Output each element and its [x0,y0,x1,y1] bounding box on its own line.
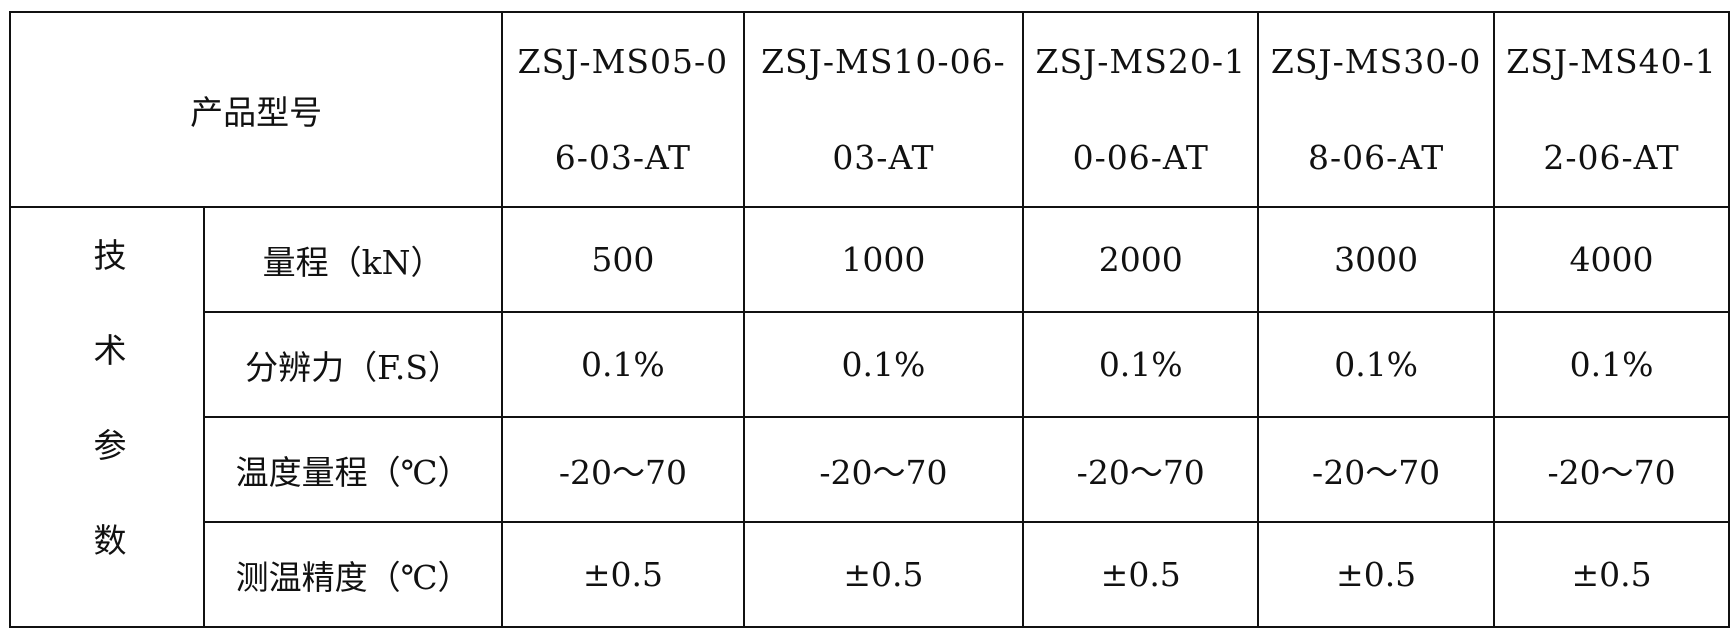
model-line: ZSJ-MS10-06- [761,41,1006,81]
page: 产品型号 ZSJ-MS05-0 6-03-AT ZSJ-MS10-06- 03-AT ZS… [8,11,1730,628]
value-cell: -20～70 [1257,416,1496,523]
spec-table: 产品型号 ZSJ-MS05-0 6-03-AT ZSJ-MS10-06- 03-AT ZS… [8,11,1730,628]
header-row: 产品型号 ZSJ-MS05-0 6-03-AT ZSJ-MS10-06- 03-AT ZS… [8,11,1730,208]
data-row: 测温精度（℃） ±0.5 ±0.5 ±0.5 ±0.5 ±0.5 [10,521,1730,628]
corner-cell: 产品型号 [8,11,504,208]
value-cell: ±0.5 [1022,521,1260,628]
value-cell: ±0.5 [742,521,1025,628]
value-cell: 3000 [1257,206,1496,313]
model-cell: ZSJ-MS40-1 2-06-AT [1493,11,1730,208]
value-cell: -20～70 [742,416,1025,523]
model-cell: ZSJ-MS30-0 8-06-AT [1257,11,1496,208]
model-line: ZSJ-MS20-1 [1035,41,1246,81]
data-row: 分辨力（F.S） 0.1% 0.1% 0.1% 0.1% 0.1% [10,311,1730,418]
row-label: 分辨力（F.S） [202,311,504,418]
row-label: 量程（kN） [202,206,504,313]
group-label: 技术参数 [88,238,127,618]
model-line: 2-06-AT [1543,137,1680,177]
value-cell: ±0.5 [1493,521,1730,628]
model-cell: ZSJ-MS05-0 6-03-AT [501,11,745,208]
value-cell: 2000 [1022,206,1260,313]
data-row: 技术参数 量程（kN） 500 1000 2000 3000 4000 [9,206,1730,628]
value-cell: -20～70 [1493,416,1730,523]
model-line: 0-06-AT [1072,137,1209,177]
value-cell: 0.1% [742,311,1025,418]
data-row: 温度量程（℃） -20～70 -20～70 -20～70 -20～70 -20～70 [10,416,1730,523]
value-cell: 0.1% [1493,311,1730,418]
value-cell: 0.1% [501,311,745,418]
model-line: ZSJ-MS40-1 [1506,41,1717,81]
value-cell: 500 [501,206,745,313]
value-cell: 0.1% [1257,311,1496,418]
value-cell: 4000 [1493,206,1730,313]
model-cell: ZSJ-MS20-1 0-06-AT [1022,11,1260,208]
model-cell: ZSJ-MS10-06- 03-AT [742,11,1025,208]
model-line: ZSJ-MS30-0 [1270,41,1482,81]
value-cell: -20～70 [1022,416,1260,523]
model-line: 6-03-AT [554,137,692,177]
model-line: 8-06-AT [1307,137,1445,177]
value-cell: 1000 [742,206,1025,313]
model-line: ZSJ-MS05-0 [517,41,729,81]
group-cell: 技术参数 [9,206,205,628]
value-cell: -20～70 [501,416,745,523]
value-cell: 0.1% [1022,311,1260,418]
row-label: 测温精度（℃） [202,521,504,628]
value-cell: ±0.5 [501,521,745,628]
model-line: 03-AT [832,137,935,177]
value-cell: ±0.5 [1257,521,1496,628]
row-label: 温度量程（℃） [202,416,504,523]
